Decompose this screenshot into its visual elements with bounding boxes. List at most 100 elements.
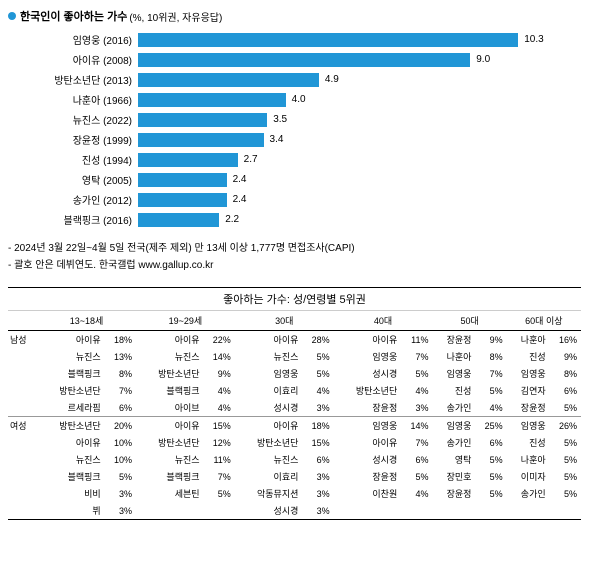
gender-cell <box>8 382 37 399</box>
table-row: 블랙핑크5%블랙핑크7%이효리3%장윤정5%장민호5%이미자5% <box>8 468 581 485</box>
pct-cell: 3% <box>102 502 136 520</box>
name-cell: 뷔 <box>37 502 102 520</box>
pct-cell: 8% <box>102 365 136 382</box>
name-cell: 장윤정 <box>432 331 472 349</box>
pct-cell: 25% <box>472 417 506 435</box>
name-cell: 방탄소년단 <box>136 434 201 451</box>
bar-label: 장윤정 (1999) <box>8 132 138 147</box>
name-cell: 세븐틴 <box>136 485 201 502</box>
pct-cell: 7% <box>398 348 432 365</box>
pct-cell: 4% <box>472 399 506 417</box>
name-cell: 임영웅 <box>507 365 547 382</box>
bar-label: 진성 (1994) <box>8 152 138 167</box>
bar <box>138 53 470 67</box>
pct-cell: 3% <box>299 485 333 502</box>
pct-cell: 9% <box>201 365 235 382</box>
pct-cell: 15% <box>299 434 333 451</box>
pct-cell <box>472 502 506 520</box>
name-cell: 송가인 <box>432 434 472 451</box>
bar-label: 임영웅 (2016) <box>8 32 138 47</box>
bar <box>138 113 267 127</box>
pct-cell <box>398 502 432 520</box>
gender-cell: 남성 <box>8 331 37 349</box>
bar-value: 2.2 <box>225 214 239 225</box>
name-cell: 악동뮤지션 <box>235 485 300 502</box>
bar-value: 3.4 <box>270 134 284 145</box>
pct-cell: 4% <box>398 382 432 399</box>
name-cell: 이찬원 <box>334 485 399 502</box>
bar-chart: 임영웅 (2016)10.3아이유 (2008)9.0방탄소년단 (2013)4… <box>8 30 581 229</box>
bar-label: 아이유 (2008) <box>8 52 138 67</box>
table-row: 뉴진스10%뉴진스11%뉴진스6%성시경6%영탁5%나훈아5% <box>8 451 581 468</box>
name-cell: 송가인 <box>507 485 547 502</box>
name-cell: 블랙핑크 <box>136 382 201 399</box>
col-header: 30대 <box>235 311 334 331</box>
pct-cell: 7% <box>398 434 432 451</box>
gender-cell <box>8 451 37 468</box>
bar-value: 9.0 <box>476 54 490 65</box>
pct-cell: 9% <box>472 331 506 349</box>
pct-cell: 3% <box>398 399 432 417</box>
pct-cell: 15% <box>201 417 235 435</box>
name-cell: 아이유 <box>334 434 399 451</box>
name-cell: 성시경 <box>235 399 300 417</box>
name-cell: 방탄소년단 <box>37 382 102 399</box>
col-header: 13~18세 <box>37 311 136 331</box>
col-header: 50대 <box>432 311 506 331</box>
pct-cell: 4% <box>299 382 333 399</box>
bar-label: 블랙핑크 (2016) <box>8 212 138 227</box>
bar <box>138 73 319 87</box>
pct-cell: 6% <box>102 399 136 417</box>
name-cell: 아이유 <box>235 417 300 435</box>
pct-cell <box>547 502 581 520</box>
pct-cell: 5% <box>472 468 506 485</box>
name-cell: 영탁 <box>432 451 472 468</box>
bar-row: 장윤정 (1999) 3.4 <box>8 130 581 149</box>
name-cell: 임영웅 <box>334 348 399 365</box>
pct-cell: 5% <box>299 348 333 365</box>
bar-value: 2.4 <box>233 194 247 205</box>
pct-cell: 4% <box>201 399 235 417</box>
pct-cell: 8% <box>547 365 581 382</box>
bar-row: 임영웅 (2016)10.3 <box>8 30 581 49</box>
col-header-empty <box>8 311 37 331</box>
pct-cell: 5% <box>472 382 506 399</box>
name-cell: 임영웅 <box>507 417 547 435</box>
table-row: 비비3%세븐틴5%악동뮤지션3%이찬원4%장윤정5%송가인5% <box>8 485 581 502</box>
name-cell: 성시경 <box>235 502 300 520</box>
chart-header: 한국인이 좋아하는 가수 (%, 10위권, 자유응답) <box>8 8 581 24</box>
name-cell: 뉴진스 <box>136 348 201 365</box>
gender-cell <box>8 434 37 451</box>
pct-cell: 28% <box>299 331 333 349</box>
pct-cell: 14% <box>398 417 432 435</box>
gender-cell <box>8 468 37 485</box>
pct-cell: 5% <box>547 468 581 485</box>
table-row: 아이유10%방탄소년단12%방탄소년단15%아이유7%송가인6%진성5% <box>8 434 581 451</box>
pct-cell: 10% <box>102 451 136 468</box>
name-cell: 블랙핑크 <box>37 365 102 382</box>
name-cell: 나훈아 <box>507 451 547 468</box>
pct-cell: 5% <box>201 485 235 502</box>
name-cell: 장윤정 <box>507 399 547 417</box>
bar-row: 송가인 (2012)2.4 <box>8 190 581 209</box>
bar-row: 블랙핑크 (2016) 2.2 <box>8 210 581 229</box>
pct-cell: 11% <box>201 451 235 468</box>
bar-row: 진성 (1994)2.7 <box>8 150 581 169</box>
gender-cell <box>8 348 37 365</box>
pct-cell: 3% <box>299 468 333 485</box>
bar-row: 아이유 (2008) 9.0 <box>8 50 581 69</box>
pct-cell: 3% <box>102 485 136 502</box>
pct-cell: 5% <box>547 451 581 468</box>
pct-cell: 6% <box>299 451 333 468</box>
pct-cell <box>201 502 235 520</box>
name-cell: 방탄소년단 <box>136 365 201 382</box>
bar-label: 영탁 (2005) <box>8 172 138 187</box>
bar <box>138 173 227 187</box>
pct-cell: 20% <box>102 417 136 435</box>
name-cell: 송가인 <box>432 399 472 417</box>
name-cell: 뉴진스 <box>235 348 300 365</box>
name-cell: 방탄소년단 <box>235 434 300 451</box>
name-cell: 아이유 <box>37 331 102 349</box>
name-cell: 이효리 <box>235 468 300 485</box>
pct-cell: 18% <box>102 331 136 349</box>
